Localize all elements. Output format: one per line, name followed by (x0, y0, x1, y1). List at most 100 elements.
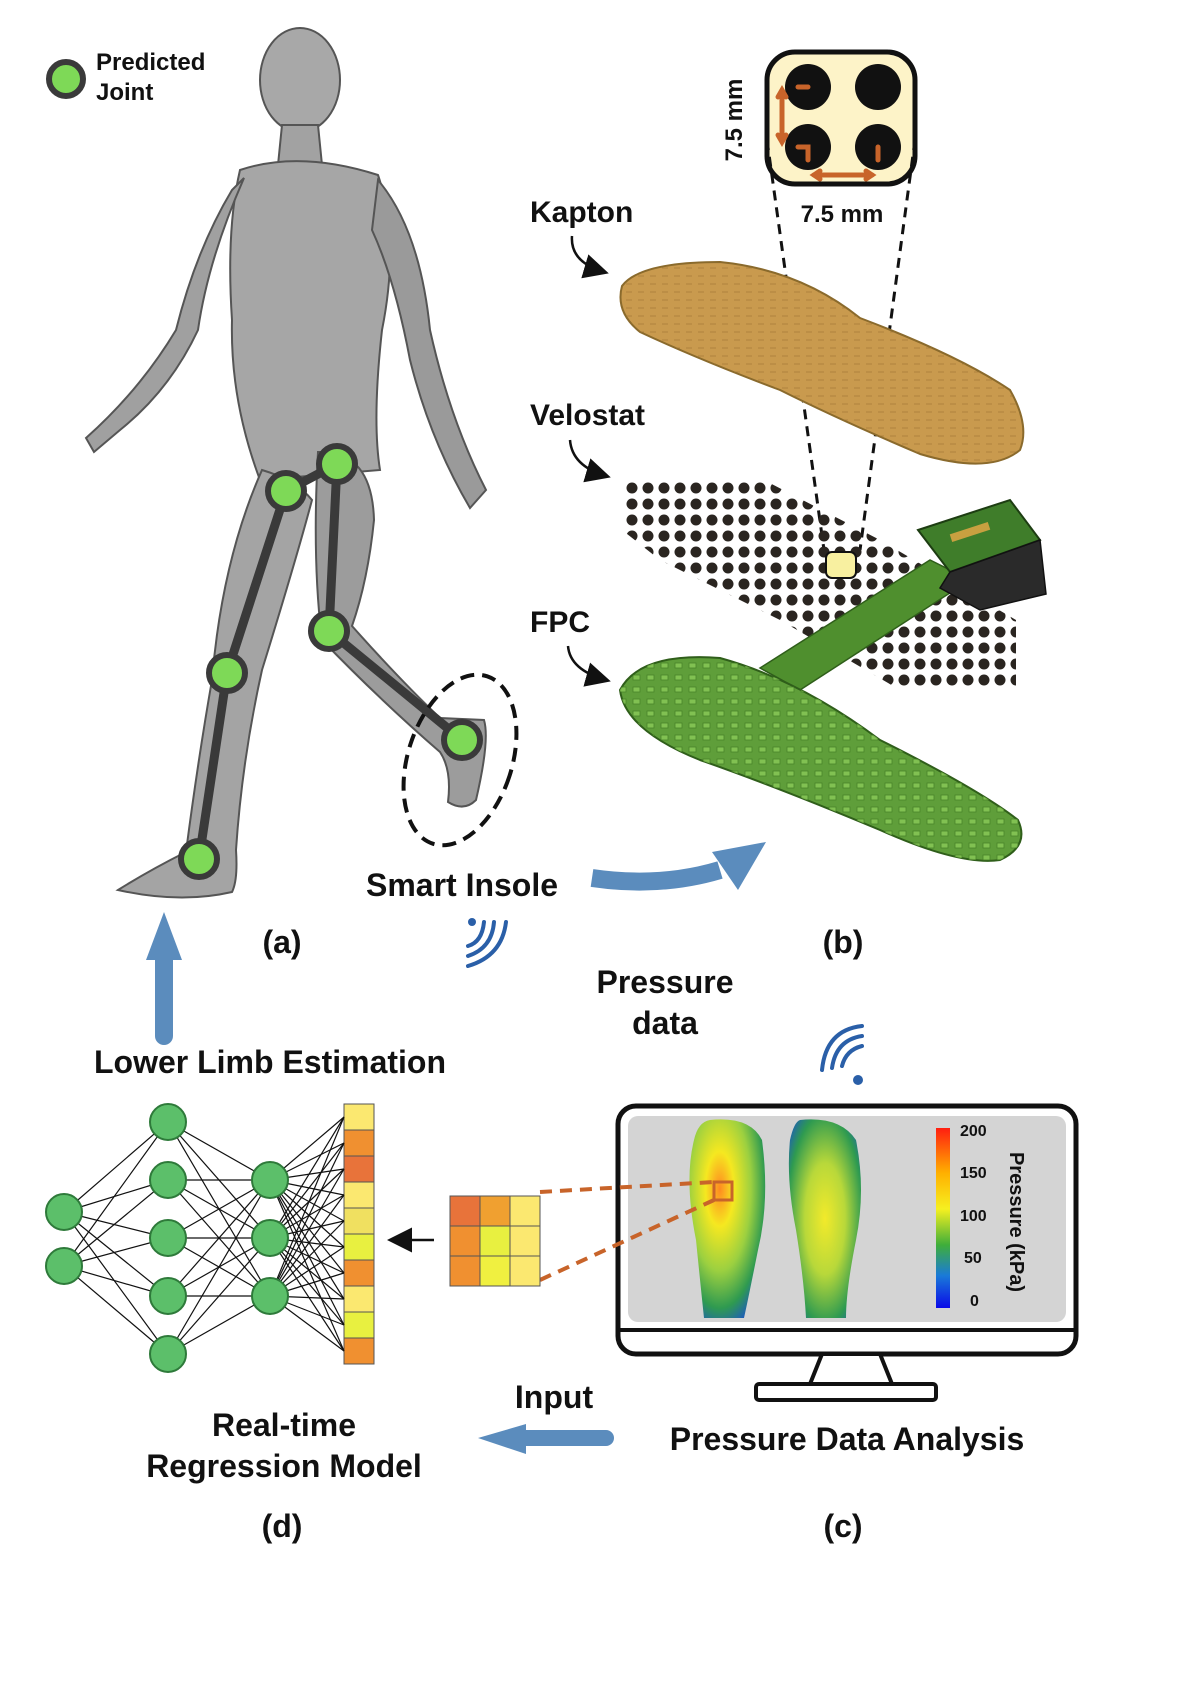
joint-ankle-back (441, 719, 483, 761)
output-cell (343, 1259, 375, 1287)
network-node-layer-3 (251, 1277, 289, 1315)
joint-knee-front (206, 652, 248, 694)
network-edge (269, 1179, 345, 1352)
legend-label-line1: Predicted (96, 49, 205, 76)
output-cell (343, 1285, 375, 1313)
output-cell (343, 1181, 375, 1209)
panel-b-caption: (b) (823, 924, 864, 960)
panel-c-caption: (c) (823, 1508, 862, 1544)
network-edge (269, 1116, 345, 1297)
zoom-lines (539, 1180, 715, 1282)
colorbar (936, 1128, 950, 1308)
network-edge (167, 1179, 271, 1355)
colorbar-tick-150: 150 (960, 1165, 987, 1182)
legend-label-line2: Joint (96, 79, 153, 106)
network-node-layer-2 (149, 1103, 187, 1141)
selected-sensor-region (712, 1180, 734, 1202)
joint-legend: Predicted Joint (46, 49, 205, 106)
fpc-pointer (566, 645, 611, 687)
output-cell (343, 1337, 375, 1365)
input-grid-cell (479, 1225, 511, 1257)
joint-ankle-front (178, 838, 220, 880)
network-edge (269, 1168, 345, 1297)
velostat-label: Velostat (530, 399, 645, 432)
lower-limb-label: Lower Limb Estimation (94, 1044, 446, 1080)
foot-highlight-dashed (401, 672, 519, 848)
input-label: Input (515, 1379, 594, 1415)
joint-hip-right (316, 443, 358, 485)
network-edge (269, 1116, 345, 1239)
velostat-layer (622, 478, 1016, 690)
arrow-to-insole (590, 861, 723, 891)
output-cell (343, 1129, 375, 1157)
network-edge (167, 1179, 271, 1297)
input-grid-cell (449, 1195, 481, 1227)
output-cell (343, 1311, 375, 1339)
network-edge (269, 1179, 345, 1274)
network-edge (269, 1142, 345, 1297)
network-edge (269, 1237, 345, 1352)
network-node-layer-3 (251, 1161, 289, 1199)
dim-vertical-label: 7.5 mm (721, 79, 748, 162)
kapton-layer (619, 260, 1025, 465)
network-edge (269, 1179, 345, 1300)
panel-d-caption: (d) (262, 1508, 303, 1544)
network-edge (269, 1237, 345, 1326)
network-node-layer-3 (251, 1219, 289, 1257)
network-edge (167, 1121, 271, 1181)
pressure-data-label-line2: data (632, 1005, 698, 1041)
network-edge (63, 1265, 169, 1355)
output-column (343, 1103, 375, 1365)
network-edge (63, 1211, 169, 1297)
network-node-layer-1 (45, 1193, 83, 1231)
dim-horizontal-label: 7.5 mm (801, 201, 884, 228)
legend-joint-marker (46, 59, 86, 99)
smart-insole-label: Smart Insole (366, 867, 558, 903)
fpc-layer (618, 498, 1047, 862)
human-figure (84, 27, 488, 899)
panel-d-title-line1: Real-time (212, 1407, 356, 1443)
output-cell (343, 1103, 375, 1131)
wifi-signal-icon (466, 918, 508, 968)
colorbar-tick-0: 0 (970, 1293, 979, 1310)
network-nodes (45, 1103, 289, 1373)
colorbar-tick-50: 50 (964, 1250, 982, 1267)
colorbar-tick-200: 200 (960, 1123, 987, 1140)
network-edges (63, 1116, 345, 1355)
input-grid-cell (449, 1255, 481, 1287)
network-node-layer-2 (149, 1161, 187, 1199)
input-grid-cell (479, 1195, 511, 1227)
colorbar-ticks: 200 150 100 50 0 (960, 1123, 987, 1310)
input-grid-cell (449, 1225, 481, 1257)
velostat-pointer (568, 439, 611, 483)
fpc-label: FPC (530, 606, 590, 639)
pressure-map-left-foot (689, 1119, 766, 1318)
input-grid (449, 1195, 541, 1287)
network-edge (63, 1121, 169, 1267)
kapton-pointer (570, 235, 609, 279)
network-edge (167, 1179, 271, 1239)
input-grid-cell (509, 1225, 541, 1257)
joint-hip-left (265, 470, 307, 512)
skeleton-lines (194, 459, 467, 864)
network-node-layer-2 (149, 1219, 187, 1257)
panel-a-caption: (a) (262, 924, 301, 960)
network-node-layer-2 (149, 1277, 187, 1315)
network-edge (167, 1237, 271, 1355)
pressure-map-right-foot (788, 1119, 861, 1318)
input-grid-cell (509, 1195, 541, 1227)
input-grid-cell (479, 1255, 511, 1287)
input-grid-cell (509, 1255, 541, 1287)
predicted-joints (178, 443, 483, 880)
wifi-receive-icon (820, 1024, 864, 1085)
network-edge (269, 1179, 345, 1326)
joint-knee-back (308, 610, 350, 652)
output-cell (343, 1155, 375, 1183)
network-edge (269, 1142, 345, 1239)
panel-d-title-line2: Regression Model (146, 1448, 422, 1484)
network-edge (63, 1179, 169, 1267)
network-node-layer-1 (45, 1247, 83, 1285)
network-edge (63, 1211, 169, 1355)
output-cell (343, 1207, 375, 1235)
